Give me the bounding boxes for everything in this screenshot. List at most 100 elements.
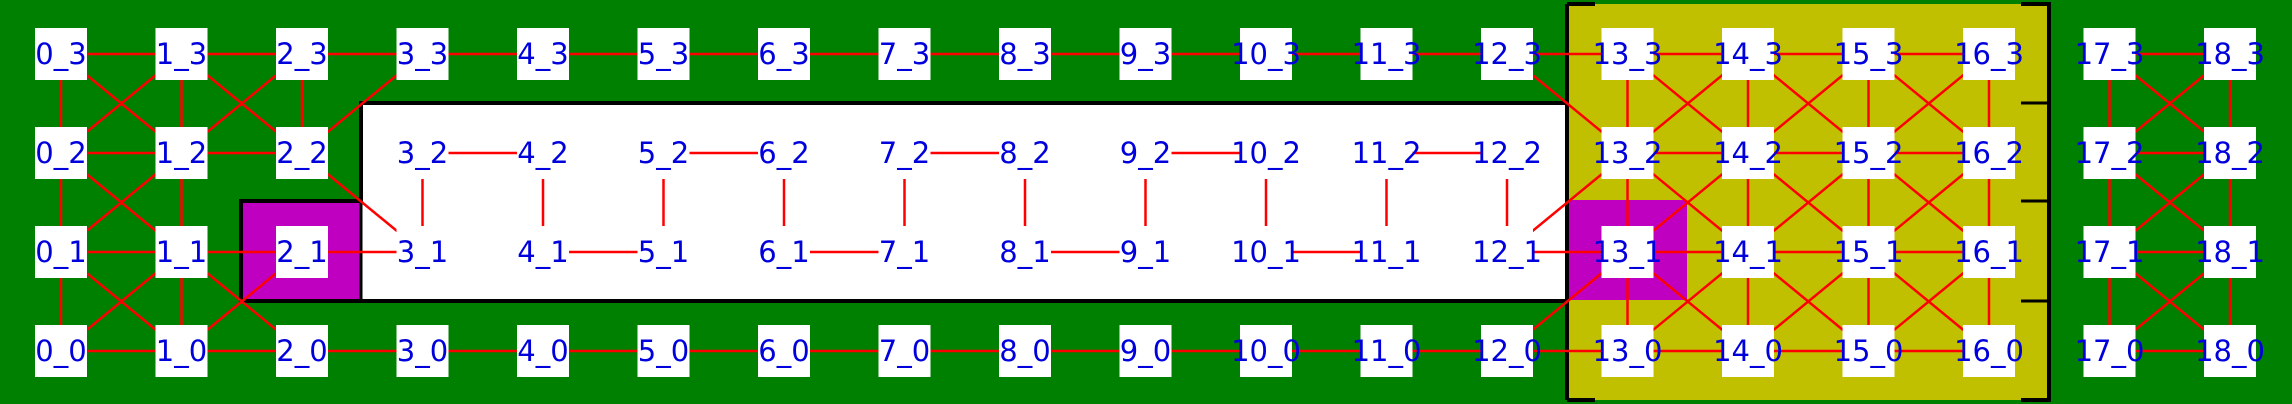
node-label: 11_2 bbox=[1352, 136, 1422, 170]
node-13_2: 13_2 bbox=[1593, 127, 1663, 179]
node-0_0: 0_0 bbox=[35, 325, 87, 377]
node-box bbox=[1481, 325, 1533, 377]
node-10_0: 10_0 bbox=[1231, 325, 1301, 377]
node-12_0: 12_0 bbox=[1472, 325, 1542, 377]
node-label: 11_0 bbox=[1352, 334, 1422, 368]
node-label: 13_2 bbox=[1593, 136, 1663, 170]
node-box bbox=[1481, 226, 1533, 278]
node-box bbox=[2083, 325, 2136, 377]
node-label: 1_1 bbox=[156, 235, 207, 269]
node-4_0: 4_0 bbox=[517, 325, 569, 377]
node-label: 15_2 bbox=[1834, 136, 1904, 170]
node-3_2: 3_2 bbox=[396, 127, 449, 179]
node-7_0: 7_0 bbox=[878, 325, 931, 377]
node-box bbox=[1240, 325, 1292, 377]
node-label: 17_1 bbox=[2075, 235, 2145, 269]
node-label: 5_1 bbox=[638, 235, 689, 269]
node-box bbox=[1119, 28, 1172, 80]
node-box bbox=[1842, 28, 1895, 80]
node-label: 8_2 bbox=[999, 136, 1050, 170]
node-box bbox=[758, 325, 810, 377]
node-label: 8_3 bbox=[999, 37, 1050, 71]
node-box bbox=[517, 28, 569, 80]
node-5_2: 5_2 bbox=[637, 127, 690, 179]
node-box bbox=[1481, 127, 1533, 179]
node-0_2: 0_2 bbox=[35, 127, 87, 179]
node-box bbox=[276, 127, 328, 179]
node-2_3: 2_3 bbox=[276, 28, 328, 80]
node-box bbox=[1842, 226, 1895, 278]
node-17_3: 17_3 bbox=[2075, 28, 2145, 80]
node-label: 6_0 bbox=[758, 334, 809, 368]
node-label: 9_2 bbox=[1120, 136, 1171, 170]
node-label: 14_2 bbox=[1713, 136, 1783, 170]
node-2_2: 2_2 bbox=[276, 127, 328, 179]
node-box bbox=[1240, 28, 1292, 80]
node-label: 18_1 bbox=[2195, 235, 2265, 269]
node-17_2: 17_2 bbox=[2075, 127, 2145, 179]
node-15_1: 15_1 bbox=[1834, 226, 1903, 278]
node-box bbox=[35, 325, 87, 377]
node-box bbox=[999, 28, 1051, 80]
node-box bbox=[1481, 28, 1533, 80]
node-box bbox=[1963, 28, 2015, 80]
node-box bbox=[2204, 127, 2256, 179]
node-box bbox=[1963, 127, 2015, 179]
node-label: 13_1 bbox=[1593, 235, 1663, 269]
node-box bbox=[758, 28, 810, 80]
node-label: 16_2 bbox=[1954, 136, 2024, 170]
node-box bbox=[878, 127, 931, 179]
node-label: 14_3 bbox=[1713, 37, 1783, 71]
node-11_1: 11_1 bbox=[1352, 226, 1422, 278]
node-box bbox=[878, 325, 931, 377]
node-10_1: 10_1 bbox=[1231, 226, 1301, 278]
node-label: 3_3 bbox=[397, 37, 448, 71]
node-label: 17_0 bbox=[2075, 334, 2145, 368]
node-10_2: 10_2 bbox=[1231, 127, 1301, 179]
node-box bbox=[517, 325, 569, 377]
node-box bbox=[878, 28, 931, 80]
node-box bbox=[396, 325, 449, 377]
node-label: 7_3 bbox=[879, 37, 930, 71]
node-label: 5_3 bbox=[638, 37, 689, 71]
node-box bbox=[517, 226, 569, 278]
node-9_1: 9_1 bbox=[1119, 226, 1172, 278]
node-box bbox=[758, 127, 810, 179]
nodes-layer: 0_0 1_0 2_0 3_0 4_0 5_0 6_0 7_0 8_0 9_0 10_0 11_0 12… bbox=[35, 28, 2265, 377]
node-8_1: 8_1 bbox=[999, 226, 1051, 278]
node-label: 7_1 bbox=[879, 235, 930, 269]
node-box bbox=[637, 325, 690, 377]
node-label: 1_3 bbox=[156, 37, 207, 71]
node-label: 11_1 bbox=[1352, 235, 1422, 269]
node-label: 9_3 bbox=[1120, 37, 1171, 71]
node-box bbox=[2083, 28, 2136, 80]
node-label: 6_1 bbox=[758, 235, 809, 269]
node-label: 6_3 bbox=[758, 37, 809, 71]
node-box bbox=[758, 226, 810, 278]
node-box bbox=[396, 28, 449, 80]
node-label: 13_0 bbox=[1593, 334, 1663, 368]
node-label: 8_0 bbox=[999, 334, 1050, 368]
node-6_1: 6_1 bbox=[758, 226, 810, 278]
node-label: 9_1 bbox=[1120, 235, 1171, 269]
node-box bbox=[396, 127, 449, 179]
node-4_1: 4_1 bbox=[517, 226, 569, 278]
node-label: 5_0 bbox=[638, 334, 689, 368]
node-label: 7_0 bbox=[879, 334, 930, 368]
node-box bbox=[1963, 226, 2015, 278]
node-3_3: 3_3 bbox=[396, 28, 449, 80]
node-box bbox=[637, 226, 690, 278]
node-label: 17_2 bbox=[2075, 136, 2145, 170]
node-label: 3_1 bbox=[397, 235, 448, 269]
node-6_0: 6_0 bbox=[758, 325, 810, 377]
node-box bbox=[1601, 325, 1654, 377]
node-label: 12_0 bbox=[1472, 334, 1542, 368]
node-box bbox=[637, 28, 690, 80]
node-label: 6_2 bbox=[758, 136, 809, 170]
node-label: 3_2 bbox=[397, 136, 448, 170]
node-3_1: 3_1 bbox=[396, 226, 449, 278]
node-12_2: 12_2 bbox=[1472, 127, 1542, 179]
node-label: 17_3 bbox=[2075, 37, 2145, 71]
node-box bbox=[1360, 226, 1413, 278]
node-box bbox=[276, 226, 328, 278]
